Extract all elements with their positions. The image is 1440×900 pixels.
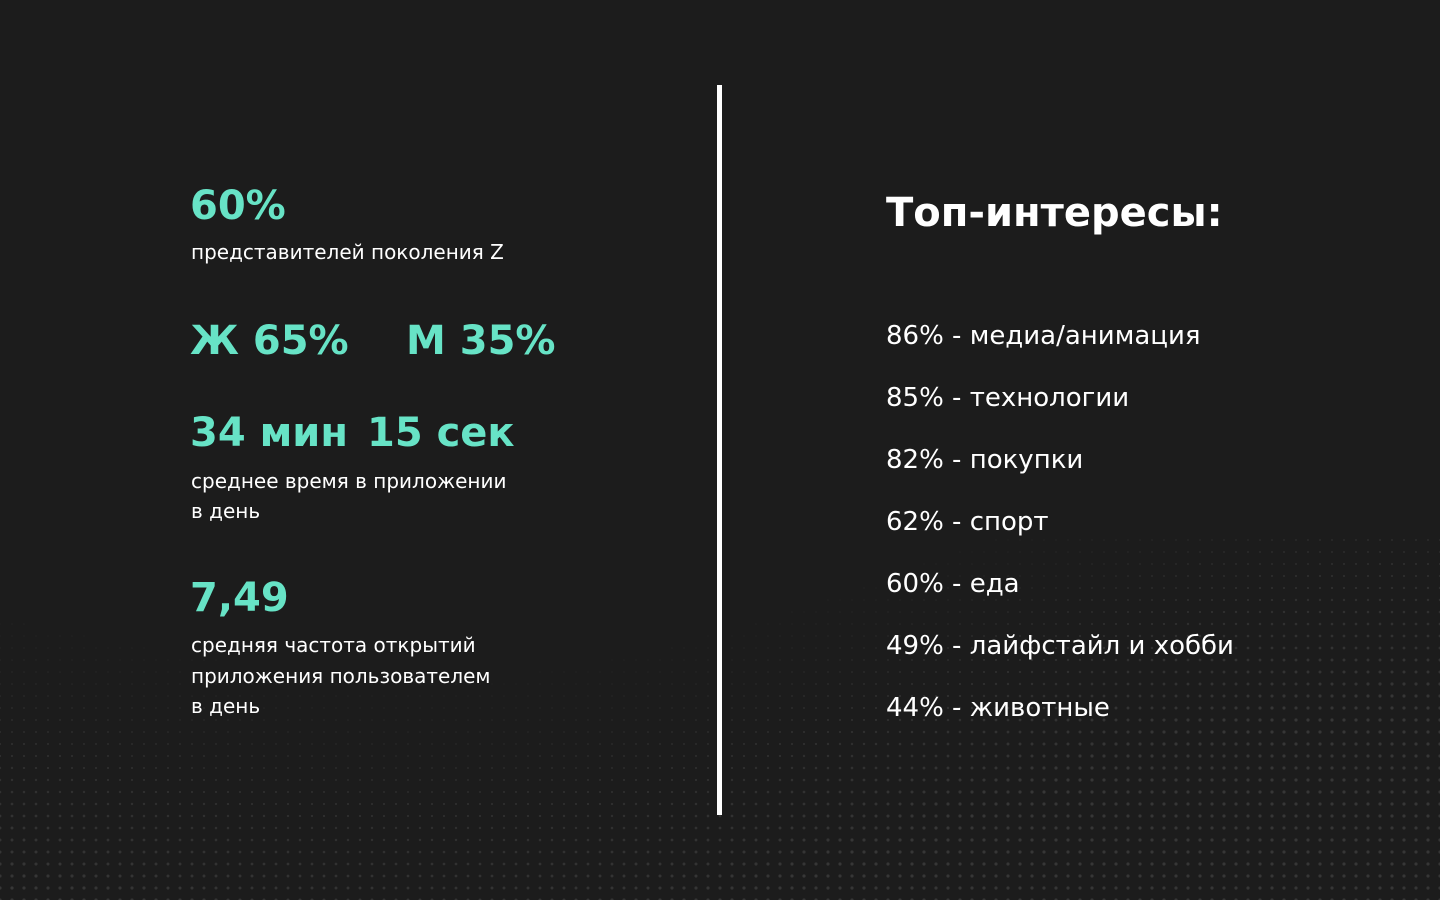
female-share: Ж 65% — [190, 318, 349, 364]
time-seconds: 15 сек — [367, 410, 515, 456]
interest-item: 86% - медиа/анимация — [886, 321, 1201, 351]
frequency-caption-line1: средняя частота открытий — [191, 633, 476, 657]
vertical-divider — [717, 85, 722, 815]
frequency-caption-line3: в день — [191, 694, 261, 718]
time-minutes: 34 мин — [190, 410, 348, 456]
interests-heading: Топ-интересы: — [886, 190, 1223, 236]
time-caption-line2: в день — [191, 499, 261, 523]
interest-item: 82% - покупки — [886, 445, 1084, 475]
interest-item: 49% - лайфстайл и хобби — [886, 631, 1234, 661]
interest-item: 60% - еда — [886, 569, 1020, 599]
frequency-value: 7,49 — [190, 575, 289, 621]
male-share: М 35% — [406, 318, 556, 364]
interests-list: 86% - медиа/анимация 85% - технологии 82… — [886, 318, 1234, 752]
gen-z-value: 60% — [190, 183, 286, 229]
frequency-caption-line2: приложения пользователем — [191, 664, 491, 688]
interest-item: 62% - спорт — [886, 507, 1049, 537]
interest-item: 85% - технологии — [886, 383, 1130, 413]
interest-item: 44% - животные — [886, 693, 1110, 723]
gen-z-caption: представителей поколения Z — [191, 240, 504, 264]
time-caption-line1: среднее время в приложении — [191, 469, 507, 493]
